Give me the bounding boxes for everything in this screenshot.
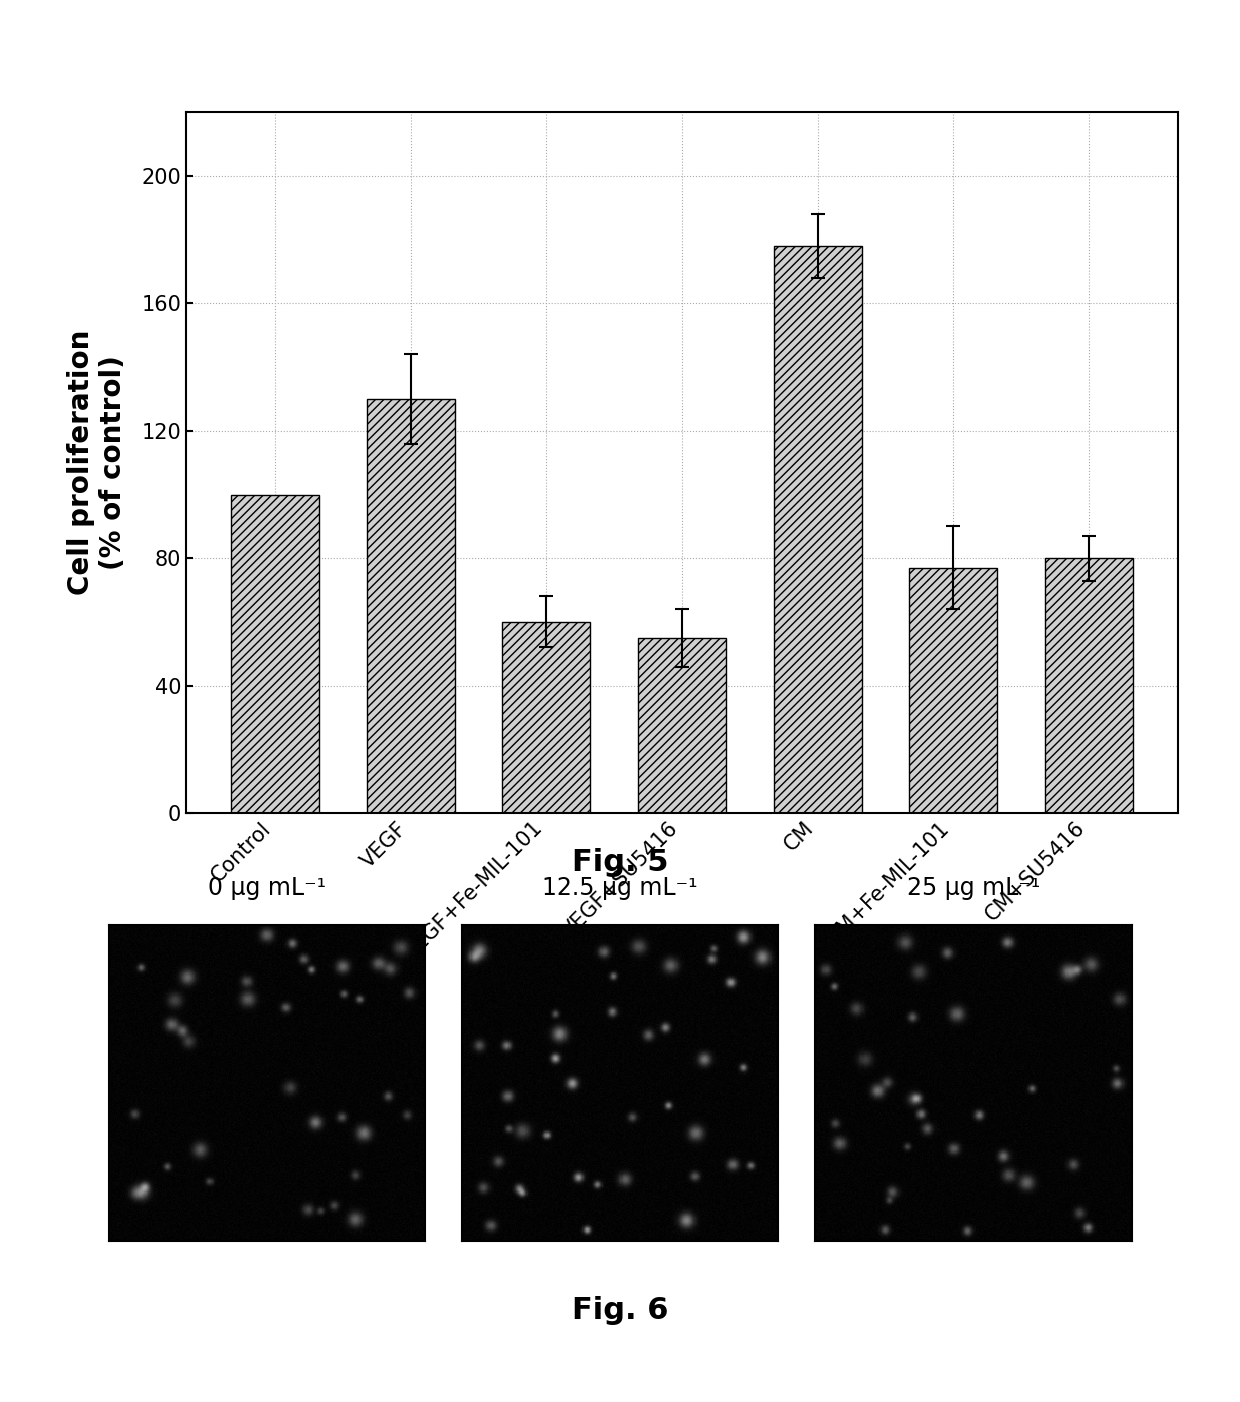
Bar xyxy=(774,245,862,813)
Bar xyxy=(231,495,319,813)
Bar xyxy=(909,568,997,813)
Text: 0 μg mL⁻¹: 0 μg mL⁻¹ xyxy=(207,876,326,900)
Text: 25 μg mL⁻¹: 25 μg mL⁻¹ xyxy=(906,876,1040,900)
Y-axis label: Cell proliferation
(% of control): Cell proliferation (% of control) xyxy=(67,329,128,596)
Text: Fig. 6: Fig. 6 xyxy=(572,1297,668,1325)
Bar xyxy=(1045,558,1133,813)
Bar xyxy=(637,638,727,813)
Text: Fig. 5: Fig. 5 xyxy=(572,848,668,876)
Bar xyxy=(367,400,455,813)
Text: 12.5 μg mL⁻¹: 12.5 μg mL⁻¹ xyxy=(542,876,698,900)
Bar xyxy=(502,622,590,813)
